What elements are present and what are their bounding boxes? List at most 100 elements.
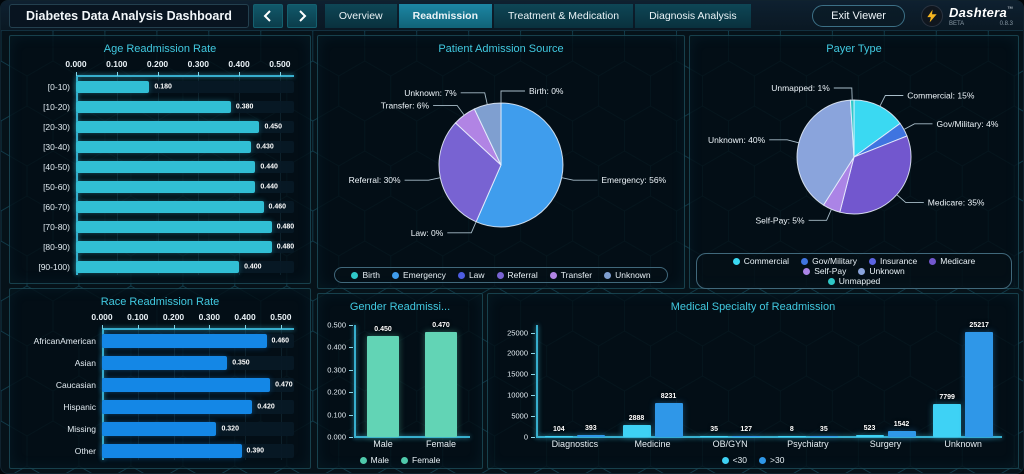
- tick-mark: [173, 325, 175, 329]
- brand-name: Dashtera: [948, 5, 1007, 20]
- bar[interactable]: [76, 161, 256, 173]
- bar[interactable]: [102, 400, 253, 414]
- legend-item[interactable]: Unmapped: [827, 276, 880, 286]
- pie-callout-line: [769, 139, 799, 144]
- bar[interactable]: [576, 435, 605, 437]
- legend-dot-icon: [351, 271, 359, 279]
- axis-tick-label: 0.300: [198, 312, 220, 322]
- bar-value-label: 523: [863, 424, 876, 432]
- bar[interactable]: [76, 181, 256, 193]
- tab-readmission[interactable]: Readmission: [398, 3, 492, 28]
- bar[interactable]: [76, 101, 231, 113]
- bar[interactable]: [102, 422, 217, 436]
- bar[interactable]: [855, 434, 884, 437]
- gridline: [239, 77, 241, 275]
- bar[interactable]: [102, 444, 242, 458]
- bar-value-label: 0.390: [246, 447, 265, 455]
- bar-row: [20-30) 0.450: [16, 117, 304, 137]
- exit-viewer-button[interactable]: Exit Viewer: [812, 4, 905, 27]
- bar[interactable]: [700, 436, 729, 437]
- bar[interactable]: [76, 261, 240, 273]
- bar[interactable]: [809, 436, 838, 437]
- bar[interactable]: [965, 331, 994, 437]
- legend-item[interactable]: Female: [401, 455, 440, 465]
- legend-item[interactable]: Emergency: [391, 270, 446, 280]
- pie-slice-unknown[interactable]: [796, 99, 855, 206]
- legend-item[interactable]: Law: [457, 270, 485, 280]
- legend-label: >30: [770, 455, 785, 465]
- plot-area: [0-10) 0.180 [10-20) 0.380 [20-30) 0.450 [30-4…: [16, 77, 304, 277]
- legend-item[interactable]: Male: [359, 455, 389, 465]
- legend-item[interactable]: <30: [721, 455, 747, 465]
- bar[interactable]: [102, 378, 271, 392]
- bar[interactable]: [425, 331, 457, 437]
- tab-treatment-medication[interactable]: Treatment & Medication: [493, 3, 634, 28]
- bar[interactable]: [76, 241, 272, 253]
- pie-callout-label: Unknown: 40%: [708, 135, 766, 145]
- panel-payer-type: Payer Type Commercial: 15% Gov/Military: …: [689, 35, 1019, 289]
- legend-item[interactable]: Gov/Military: [801, 256, 857, 266]
- bar[interactable]: [654, 402, 683, 437]
- pie-slice-referral[interactable]: [438, 122, 502, 223]
- pie-slice-unknown[interactable]: [473, 102, 502, 166]
- bar[interactable]: [76, 81, 150, 93]
- axis-tick-label: 0.300: [187, 59, 209, 69]
- pie-slice-unmapped[interactable]: [849, 99, 855, 158]
- axis-tick-label: 0: [523, 432, 528, 442]
- category-label: [10-20): [43, 102, 70, 112]
- bar[interactable]: [544, 436, 573, 437]
- lightning-bolt-icon: [927, 9, 937, 22]
- nav-prev-button[interactable]: [252, 3, 283, 28]
- bar-row: Other 0.390: [16, 440, 304, 462]
- pie-callout-line: [561, 177, 598, 181]
- legend-item[interactable]: Birth: [351, 270, 380, 280]
- legend-dot-icon: [391, 271, 399, 279]
- pie-callout-line: [896, 194, 924, 204]
- bar[interactable]: [622, 424, 651, 437]
- bar[interactable]: [76, 201, 264, 213]
- bar[interactable]: [732, 436, 761, 437]
- pie-slice-medicare[interactable]: [839, 135, 912, 215]
- bar[interactable]: [102, 334, 267, 348]
- legend-label: Unknown: [869, 266, 905, 276]
- x-axis-line: [536, 436, 1002, 438]
- pie-slice-commercial[interactable]: [853, 99, 901, 158]
- tab-diagnosis-analysis[interactable]: Diagnosis Analysis: [635, 3, 751, 28]
- tick-mark: [76, 72, 77, 76]
- brand-trademark: ™: [1007, 6, 1013, 13]
- dashboard-title: Diabetes Data Analysis Dashboard: [9, 3, 249, 28]
- bar[interactable]: [777, 436, 806, 437]
- bar[interactable]: [887, 430, 916, 437]
- pie-slice-emergency[interactable]: [475, 102, 564, 228]
- legend-item[interactable]: >30: [759, 455, 784, 465]
- legend-item[interactable]: Transfer: [549, 270, 592, 280]
- pie-callout-label: Transfer: 6%: [381, 100, 430, 110]
- legend-item[interactable]: Referral: [496, 270, 538, 280]
- chevron-left-icon: [263, 9, 271, 22]
- tick-mark: [116, 72, 118, 76]
- category-label: Diagnostics: [551, 439, 599, 449]
- admission-source-pie-chart: Birth: 0% Emergency: 56% Law: 0% Referral: …: [324, 59, 678, 283]
- bar[interactable]: [933, 404, 962, 437]
- tab-overview[interactable]: Overview: [324, 3, 397, 28]
- legend-item[interactable]: Insurance: [868, 256, 918, 266]
- bar[interactable]: [76, 141, 252, 153]
- bar[interactable]: [76, 121, 260, 133]
- legend-item[interactable]: Unknown: [858, 266, 905, 276]
- legend-dot-icon: [496, 271, 504, 279]
- bar[interactable]: [76, 221, 272, 233]
- bar-value-label: 127: [740, 426, 752, 433]
- bar[interactable]: [367, 336, 399, 437]
- legend-item[interactable]: Medicare: [929, 256, 975, 266]
- axis-tick-label: 20000: [507, 348, 528, 358]
- x-axis: 0.000 0.100 0.200 0.300 0.400 0.500: [16, 59, 304, 77]
- axis-tick-label: 5000: [511, 411, 528, 421]
- legend-item[interactable]: Unknown: [604, 270, 651, 280]
- bar-row: [80-90) 0.480: [16, 237, 304, 257]
- bar[interactable]: [102, 356, 228, 370]
- nav-next-button[interactable]: [286, 3, 317, 28]
- legend-item[interactable]: Commercial: [732, 256, 789, 266]
- legend-label: Insurance: [879, 256, 918, 266]
- tick-mark: [531, 416, 535, 418]
- legend-item[interactable]: Self-Pay: [803, 266, 846, 276]
